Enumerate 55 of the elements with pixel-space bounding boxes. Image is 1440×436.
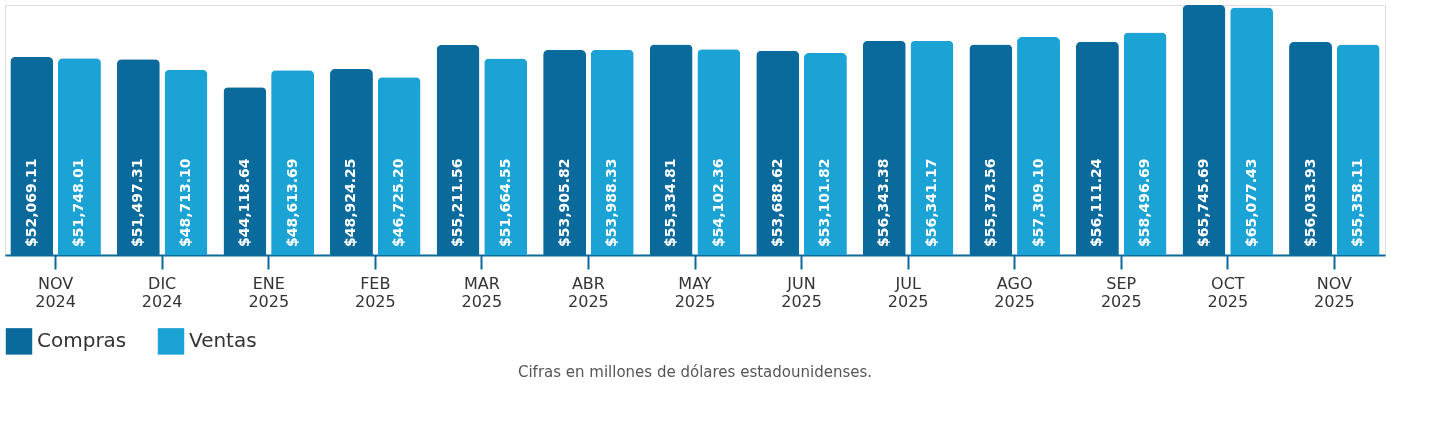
data-label: $46,725.20: [390, 158, 407, 247]
bar: [1336, 44, 1380, 255]
x-tick-label: FEB 2025: [354, 273, 396, 311]
bar: [590, 49, 634, 255]
bar: [164, 69, 208, 255]
data-label: $56,341.17: [922, 158, 939, 247]
legend-label: Ventas: [189, 328, 257, 353]
data-label: $44,118.64: [235, 158, 252, 247]
data-label: $56,111.24: [1088, 158, 1105, 247]
data-label: $53,988.33: [603, 158, 620, 247]
data-label: $55,334.81: [662, 158, 679, 247]
data-label: $51,664.55: [496, 158, 513, 247]
x-tick-label: JUL 2025: [887, 273, 929, 311]
data-label: $53,688.62: [768, 158, 785, 247]
bar: [1123, 32, 1167, 255]
bar: [377, 77, 421, 255]
x-tick-label: NOV 2025: [1314, 273, 1355, 311]
bar: [910, 40, 954, 255]
data-label: $56,033.93: [1301, 158, 1318, 247]
data-label: $51,497.31: [129, 158, 146, 247]
data-label: $65,077.43: [1242, 158, 1259, 247]
data-label: $55,373.56: [981, 158, 998, 247]
data-label: $58,496.69: [1136, 158, 1153, 247]
data-label: $53,905.82: [555, 158, 572, 247]
x-tick-label: MAR 2025: [461, 273, 503, 311]
data-label: $57,309.10: [1029, 158, 1046, 247]
bar: [803, 53, 847, 255]
data-label: $52,069.11: [22, 158, 39, 247]
bar: [1017, 37, 1060, 255]
bar: [271, 70, 315, 255]
x-tick-label: NOV 2024: [35, 273, 76, 311]
x-tick-label: AGO 2025: [994, 273, 1036, 311]
x-tick-label: DIC 2024: [141, 273, 183, 311]
data-label: $55,358.11: [1349, 158, 1366, 247]
bar: [58, 58, 101, 255]
x-tick-label: OCT 2025: [1207, 273, 1249, 311]
bar: [484, 58, 528, 255]
data-label: $55,211.56: [449, 158, 466, 247]
x-tick-label: MAY 2025: [674, 273, 716, 311]
text: Cifras en millones de dólares estadounidenses.: [517, 363, 873, 381]
bar: [697, 49, 741, 255]
x-tick-label: ABR 2025: [568, 273, 609, 311]
data-label: $48,713.10: [177, 158, 194, 247]
data-label: $56,343.38: [875, 158, 892, 247]
data-label: $48,613.69: [283, 158, 300, 247]
data-label: $51,748.01: [70, 158, 87, 247]
x-tick-label: SEP 2025: [1100, 273, 1142, 311]
legend-label: Compras: [37, 328, 127, 353]
x-tick-label: ENE 2025: [248, 273, 290, 311]
data-label: $53,101.82: [816, 158, 833, 247]
x-tick-label: JUN 2025: [781, 273, 822, 311]
data-label: $65,745.69: [1194, 158, 1211, 247]
bar: [1230, 7, 1274, 255]
data-label: $48,924.25: [342, 158, 359, 247]
data-label: $54,102.36: [709, 158, 726, 247]
